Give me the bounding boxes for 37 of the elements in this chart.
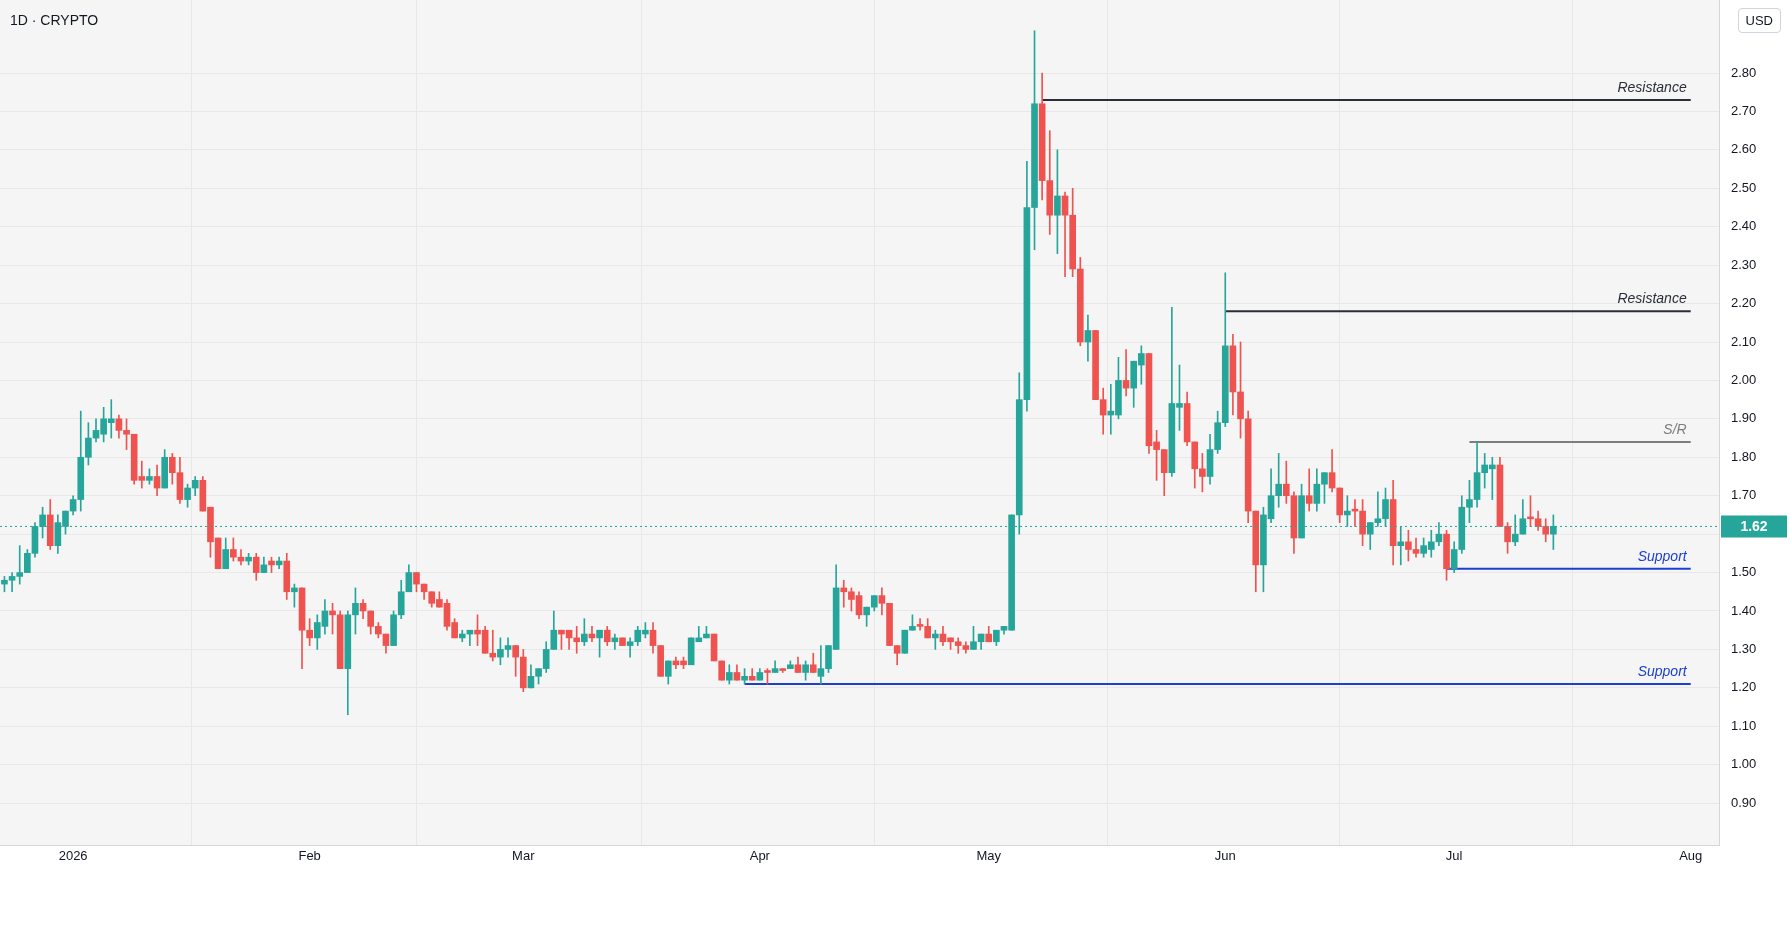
y-tick-label: 2.30 xyxy=(1731,256,1757,272)
x-tick-label: Aug xyxy=(1679,847,1703,863)
candlestick xyxy=(718,660,726,681)
text: 1D · CRYPTO xyxy=(10,12,99,28)
series-label: Support xyxy=(1637,547,1688,564)
y-tick-label: 1.00 xyxy=(1731,756,1757,772)
y-tick-label: 1.50 xyxy=(1731,564,1757,580)
x-tick-label: Apr xyxy=(749,847,771,863)
y-tick-label: 2.60 xyxy=(1731,141,1757,157)
y-tick-label: 2.80 xyxy=(1731,64,1757,80)
y-tick-label: 1.90 xyxy=(1731,410,1757,426)
x-tick-label: Feb xyxy=(298,847,321,863)
y-tick-label: 1.30 xyxy=(1731,641,1757,656)
x-tick-label: Mar xyxy=(512,847,536,863)
y-tick-label: 2.10 xyxy=(1731,333,1757,349)
y-tick-label: 2.50 xyxy=(1731,179,1757,195)
series-label: S/R xyxy=(1663,420,1687,437)
x-tick-label: May xyxy=(976,847,1002,863)
y-tick-label: 1.10 xyxy=(1731,717,1757,733)
y-tick-label: 2.00 xyxy=(1731,372,1757,388)
series-label: Resistance xyxy=(1617,290,1687,307)
series-label: Resistance xyxy=(1617,78,1687,95)
y-tick-label: 1.20 xyxy=(1731,679,1757,695)
y-tick-label: 1.70 xyxy=(1731,487,1757,503)
candlestick xyxy=(710,633,718,662)
y-tick-label: 2.40 xyxy=(1731,218,1757,234)
y-tick-label: 2.20 xyxy=(1731,295,1757,311)
y-tick-label: 1.40 xyxy=(1731,602,1757,618)
y-axis-title: USD xyxy=(1737,8,1781,33)
x-tick-label: 2026 xyxy=(58,847,88,863)
y-tick-label: 2.70 xyxy=(1731,103,1757,119)
y-tick-label: 0.90 xyxy=(1731,794,1757,810)
x-tick-label: Jul xyxy=(1445,847,1463,863)
y-tick-label: 1.80 xyxy=(1731,448,1757,464)
ref-line-label: 1.62 xyxy=(1740,518,1768,535)
x-tick-label: Jun xyxy=(1214,847,1236,863)
series-label: Support xyxy=(1637,662,1688,679)
